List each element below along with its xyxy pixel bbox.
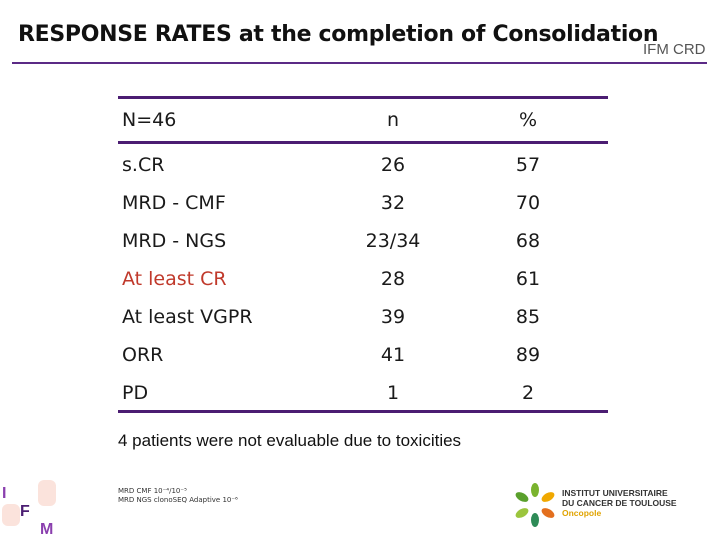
- row-label: MRD - CMF: [122, 192, 226, 214]
- table-top-rule: [118, 96, 608, 99]
- toxicity-note: 4 patients were not evaluable due to tox…: [118, 431, 462, 450]
- row-percent: 57: [515, 154, 541, 176]
- table-row: MRD - CMF 32 70: [118, 182, 608, 220]
- slide-title: RESPONSE RATES at the completion of Cons…: [18, 22, 659, 47]
- title-underline: [12, 62, 707, 64]
- row-n: 26: [380, 154, 406, 176]
- row-label: MRD - NGS: [122, 230, 227, 252]
- ifm-logo: I F M: [0, 478, 70, 538]
- row-percent: 85: [515, 306, 541, 328]
- row-n: 28: [380, 268, 406, 290]
- iuct-logo: INSTITUT UNIVERSITAIRE DU CANCER DE TOUL…: [512, 482, 712, 528]
- row-n: 39: [380, 306, 406, 328]
- row-percent: 70: [515, 192, 541, 214]
- header-n46: N=46: [122, 109, 177, 131]
- row-label: At least VGPR: [122, 306, 253, 328]
- table-header-rule: [118, 141, 608, 144]
- iuct-name-line1: INSTITUT UNIVERSITAIRE: [562, 488, 668, 498]
- row-label: PD: [122, 382, 149, 404]
- row-percent: 68: [515, 230, 541, 252]
- table-row: At least CR 28 61: [118, 258, 608, 296]
- row-label-highlighted: At least CR: [122, 268, 227, 290]
- row-n: 23/34: [365, 230, 421, 252]
- iuct-oncopole: Oncopole: [562, 508, 602, 518]
- iuct-name-line2: DU CANCER DE TOULOUSE: [562, 498, 677, 508]
- row-n: 32: [380, 192, 406, 214]
- row-label: ORR: [122, 344, 164, 366]
- ifm-letter-f: F: [20, 503, 30, 520]
- header-n: n: [386, 109, 400, 131]
- header-percent: %: [518, 109, 538, 131]
- footnote-line-ngs: MRD NGS clonoSEQ Adaptive 10⁻⁶: [118, 496, 238, 504]
- iuct-leaf-icon: [515, 483, 555, 527]
- table-row: MRD - NGS 23/34 68: [118, 220, 608, 258]
- table-row: s.CR 26 57: [118, 144, 608, 182]
- row-n: 1: [386, 382, 400, 404]
- table-row: PD 1 2: [118, 372, 608, 410]
- table-bottom-rule: [118, 410, 608, 413]
- table-row: ORR 41 89: [118, 334, 608, 372]
- mrd-footnote: MRD CMF 10⁻⁴/10⁻⁵ MRD NGS clonoSEQ Adapt…: [118, 487, 238, 505]
- row-percent: 61: [515, 268, 541, 290]
- ifm-letter-i: I: [2, 485, 6, 502]
- table-row: At least VGPR 39 85: [118, 296, 608, 334]
- row-percent: 89: [515, 344, 541, 366]
- ifm-crd-tag: IFM CRD: [643, 41, 706, 58]
- response-table: N=46 n % s.CR 26 57 MRD - CMF 32 70 MRD …: [118, 96, 608, 413]
- row-percent: 2: [521, 382, 535, 404]
- ifm-letter-m: M: [40, 521, 53, 538]
- row-n: 41: [380, 344, 406, 366]
- table-header-row: N=46 n %: [118, 99, 608, 141]
- row-label: s.CR: [122, 154, 165, 176]
- footnote-line-cmf: MRD CMF 10⁻⁴/10⁻⁵: [118, 487, 187, 495]
